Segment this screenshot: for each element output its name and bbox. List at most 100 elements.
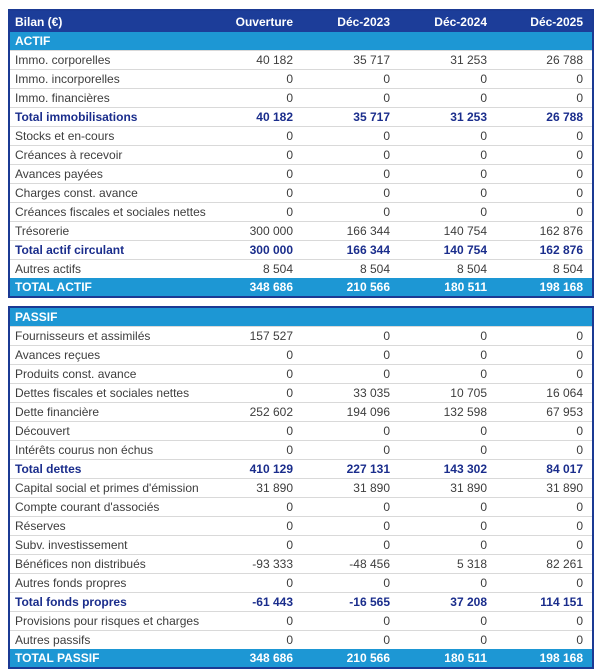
value-cell: 0	[302, 497, 399, 517]
row-label: Stocks et en-cours	[9, 126, 205, 146]
value-cell: 0	[399, 535, 496, 555]
value-cell: 31 253	[399, 107, 496, 127]
row-label: Intérêts courus non échus	[9, 440, 205, 460]
value-cell: 26 788	[496, 50, 593, 70]
actif-table: Bilan (€) Ouverture Déc-2023 Déc-2024 Dé…	[8, 9, 594, 298]
value-cell: 0	[399, 145, 496, 165]
table-row: Fournisseurs et assimilés 157 527 0 0 0	[9, 326, 593, 346]
value-cell: 0	[205, 516, 302, 536]
row-label: Produits const. avance	[9, 364, 205, 384]
value-cell: 0	[399, 440, 496, 460]
table-row: Créances à recevoir 0 0 0 0	[9, 145, 593, 165]
value-cell: 0	[205, 88, 302, 108]
value-cell: 0	[205, 535, 302, 555]
value-cell: 180 511	[399, 649, 496, 668]
table-row: Produits const. avance 0 0 0 0	[9, 364, 593, 384]
value-cell: 0	[205, 573, 302, 593]
value-cell: 0	[205, 183, 302, 203]
value-cell: 0	[399, 202, 496, 222]
row-label: Total actif circulant	[9, 240, 205, 260]
value-cell: 210 566	[302, 278, 399, 297]
value-cell: 227 131	[302, 459, 399, 479]
row-label: Immo. incorporelles	[9, 69, 205, 89]
value-cell: 0	[496, 69, 593, 89]
value-cell: 0	[205, 364, 302, 384]
table-row: Dettes fiscales et sociales nettes 0 33 03…	[9, 383, 593, 403]
row-label: Total immobilisations	[9, 107, 205, 127]
column-header-dec-2024: Déc-2024	[399, 10, 496, 32]
column-header-ouverture: Ouverture	[205, 10, 302, 32]
value-cell: 33 035	[302, 383, 399, 403]
value-cell: 0	[205, 630, 302, 649]
table-row: Dette financière 252 602 194 096 132 598 67 …	[9, 402, 593, 422]
value-cell: 31 890	[205, 478, 302, 498]
section-title: ACTIF	[9, 32, 593, 51]
value-cell: 31 890	[496, 478, 593, 498]
value-cell: 0	[496, 183, 593, 203]
row-label: Dettes fiscales et sociales nettes	[9, 383, 205, 403]
value-cell: 0	[496, 126, 593, 146]
table-row: Avances reçues 0 0 0 0	[9, 345, 593, 365]
value-cell: 0	[496, 326, 593, 346]
row-label: Total dettes	[9, 459, 205, 479]
value-cell: 8 504	[496, 259, 593, 278]
value-cell: 0	[205, 126, 302, 146]
value-cell: 0	[399, 164, 496, 184]
value-cell: 0	[302, 326, 399, 346]
value-cell: 0	[496, 535, 593, 555]
value-cell: 180 511	[399, 278, 496, 297]
table-row: Autres actifs 8 504 8 504 8 504 8 504	[9, 259, 593, 278]
grand-total-row: TOTAL PASSIF 348 686 210 566 180 511 198 168	[9, 649, 593, 668]
value-cell: 0	[496, 164, 593, 184]
column-header-dec-2023: Déc-2023	[302, 10, 399, 32]
value-cell: 140 754	[399, 221, 496, 241]
value-cell: 132 598	[399, 402, 496, 422]
value-cell: 0	[496, 440, 593, 460]
table-row: Autres fonds propres 0 0 0 0	[9, 573, 593, 593]
row-label: Capital social et primes d'émission	[9, 478, 205, 498]
value-cell: 0	[205, 611, 302, 631]
value-cell: 0	[399, 630, 496, 649]
value-cell: 8 504	[205, 259, 302, 278]
value-cell: 0	[399, 183, 496, 203]
value-cell: -48 456	[302, 554, 399, 574]
subtotal-row: Total actif circulant 300 000 166 344 140 7…	[9, 240, 593, 260]
value-cell: 0	[399, 497, 496, 517]
value-cell: 198 168	[496, 278, 593, 297]
row-label: Subv. investissement	[9, 535, 205, 555]
row-label: Fournisseurs et assimilés	[9, 326, 205, 346]
value-cell: 114 151	[496, 592, 593, 612]
value-cell: 0	[496, 573, 593, 593]
value-cell: 0	[496, 345, 593, 365]
value-cell: 166 344	[302, 221, 399, 241]
value-cell: 0	[302, 202, 399, 222]
value-cell: 0	[302, 126, 399, 146]
value-cell: 40 182	[205, 50, 302, 70]
table-row: Stocks et en-cours 0 0 0 0	[9, 126, 593, 146]
subtotal-row: Total dettes 410 129 227 131 143 302 84 017	[9, 459, 593, 479]
row-label: Total fonds propres	[9, 592, 205, 612]
table-row: Provisions pour risques et charges 0 0 0 0	[9, 611, 593, 631]
value-cell: 5 318	[399, 554, 496, 574]
value-cell: 31 253	[399, 50, 496, 70]
value-cell: 0	[302, 535, 399, 555]
value-cell: 35 717	[302, 107, 399, 127]
table-row: Créances fiscales et sociales nettes 0 0 0 0	[9, 202, 593, 222]
value-cell: 84 017	[496, 459, 593, 479]
value-cell: 8 504	[399, 259, 496, 278]
value-cell: 8 504	[302, 259, 399, 278]
value-cell: 67 953	[496, 402, 593, 422]
value-cell: 0	[302, 630, 399, 649]
section-title: PASSIF	[9, 307, 593, 327]
row-label: Autres actifs	[9, 259, 205, 278]
value-cell: 0	[399, 611, 496, 631]
row-label: Avances payées	[9, 164, 205, 184]
subtotal-row: Total fonds propres -61 443 -16 565 37 208 1…	[9, 592, 593, 612]
row-label: Bénéfices non distribués	[9, 554, 205, 574]
table-row: Subv. investissement 0 0 0 0	[9, 535, 593, 555]
table-header-row: Bilan (€) Ouverture Déc-2023 Déc-2024 Dé…	[9, 10, 593, 32]
value-cell: 162 876	[496, 240, 593, 260]
row-label: Immo. financières	[9, 88, 205, 108]
table-row: Avances payées 0 0 0 0	[9, 164, 593, 184]
